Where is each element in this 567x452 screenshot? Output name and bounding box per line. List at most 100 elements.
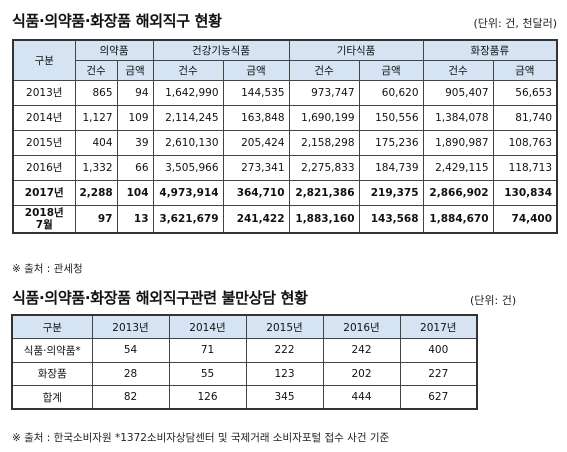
- row-label: 2018년 7월: [12, 204, 76, 234]
- cell: 202: [322, 361, 401, 386]
- cell: 1,127: [74, 104, 118, 131]
- sub-header: 금액: [116, 59, 154, 81]
- cell: 3,621,679: [152, 204, 224, 234]
- cell: 163,848: [222, 104, 290, 131]
- row-label: 합계: [11, 385, 93, 410]
- header-cell: 2013년: [91, 314, 170, 339]
- header-cell: 2014년: [168, 314, 247, 339]
- cell: 54: [91, 338, 170, 363]
- table-row: 2017년 2,288 104 4,973,914 364,710 2,821,…: [12, 179, 559, 206]
- cell: 2,158,298: [288, 129, 360, 156]
- row-label: 2017년: [12, 179, 76, 206]
- cell: 104: [116, 179, 154, 206]
- cell: 2,275,833: [288, 154, 360, 181]
- table-row: 2016년 1,332 66 3,505,966 273,341 2,275,8…: [12, 154, 559, 181]
- cell: 273,341: [222, 154, 290, 181]
- cell: 108,763: [492, 129, 559, 156]
- cell: 4,973,914: [152, 179, 224, 206]
- cell: 94: [116, 79, 154, 106]
- cell: 118,713: [492, 154, 559, 181]
- cell: 205,424: [222, 129, 290, 156]
- header-cell: 2015년: [245, 314, 324, 339]
- cell: 13: [116, 204, 154, 234]
- table-row: 2013년 865 94 1,642,990 144,535 973,747 6…: [12, 79, 559, 106]
- cell: 905,407: [422, 79, 494, 106]
- row-label-line1: 2018년: [24, 206, 64, 219]
- cell: 444: [322, 385, 401, 410]
- sub-header: 금액: [358, 59, 424, 81]
- cell: 973,747: [288, 79, 360, 106]
- sub-header: 금액: [222, 59, 290, 81]
- group-header: 화장품류: [422, 39, 559, 61]
- row-label: 식품·의약품*: [11, 338, 93, 363]
- cell: 55: [168, 361, 247, 386]
- cell: 364,710: [222, 179, 290, 206]
- cell: 109: [116, 104, 154, 131]
- group-header: 기타식품: [288, 39, 424, 61]
- import-status-table: 구분 의약품 건강기능식품 기타식품 화장품류 건수 금액 건수 금액 건수 금…: [12, 39, 559, 234]
- group-header: 의약품: [74, 39, 154, 61]
- cell: 130,834: [492, 179, 559, 206]
- cell: 222: [245, 338, 324, 363]
- header-cell: 구분: [11, 314, 93, 339]
- cell: 400: [399, 338, 478, 363]
- table2-source: ※ 출처 : 한국소비자원 *1372소비자상담센터 및 국제거래 소비자포털 …: [12, 432, 390, 444]
- cell: 184,739: [358, 154, 424, 181]
- cell: 2,610,130: [152, 129, 224, 156]
- cell: 865: [74, 79, 118, 106]
- cell: 97: [74, 204, 118, 234]
- header-cell: 2016년: [322, 314, 401, 339]
- table1-source: ※ 출처 : 관세청: [12, 263, 83, 275]
- cell: 66: [116, 154, 154, 181]
- sub-header: 건수: [152, 59, 224, 81]
- table2-title: 식품·의약품·화장품 해외직구관련 불만상담 현황: [12, 289, 308, 307]
- sub-header: 건수: [422, 59, 494, 81]
- table-row: 2018년 7월 97 13 3,621,679 241,422 1,883,16…: [12, 204, 559, 234]
- cell: 175,236: [358, 129, 424, 156]
- cell: 1,690,199: [288, 104, 360, 131]
- cell: 60,620: [358, 79, 424, 106]
- table-row: 식품·의약품* 54 71 222 242 400: [11, 338, 478, 363]
- cell: 71: [168, 338, 247, 363]
- cell: 56,653: [492, 79, 559, 106]
- table-row: 2014년 1,127 109 2,114,245 163,848 1,690,…: [12, 104, 559, 131]
- cell: 1,884,670: [422, 204, 494, 234]
- cell: 1,883,160: [288, 204, 360, 234]
- cell: 2,288: [74, 179, 118, 206]
- cell: 126: [168, 385, 247, 410]
- cell: 219,375: [358, 179, 424, 206]
- row-label-line2: 7월: [35, 218, 53, 231]
- sub-header: 건수: [74, 59, 118, 81]
- cell: 81,740: [492, 104, 559, 131]
- cell: 150,556: [358, 104, 424, 131]
- cell: 123: [245, 361, 324, 386]
- cell: 1,890,987: [422, 129, 494, 156]
- cell: 39: [116, 129, 154, 156]
- sub-header: 금액: [492, 59, 559, 81]
- complaint-status-table: 구분 2013년 2014년 2015년 2016년 2017년 식품·의약품*…: [11, 314, 478, 410]
- cell: 2,114,245: [152, 104, 224, 131]
- table-row: 합계 82 126 345 444 627: [11, 385, 478, 410]
- row-header-cell: 구분: [12, 39, 76, 81]
- cell: 143,568: [358, 204, 424, 234]
- table-row: 화장품 28 55 123 202 227: [11, 361, 478, 386]
- table-row: 2015년 404 39 2,610,130 205,424 2,158,298…: [12, 129, 559, 156]
- header-cell: 2017년: [399, 314, 478, 339]
- group-header: 건강기능식품: [152, 39, 290, 61]
- table1-title: 식품·의약품·화장품 해외직구 현황: [12, 12, 222, 30]
- cell: 1,332: [74, 154, 118, 181]
- row-label: 2013년: [12, 79, 76, 106]
- cell: 1,384,078: [422, 104, 494, 131]
- cell: 227: [399, 361, 478, 386]
- cell: 74,400: [492, 204, 559, 234]
- row-label: 2014년: [12, 104, 76, 131]
- cell: 242: [322, 338, 401, 363]
- cell: 144,535: [222, 79, 290, 106]
- cell: 28: [91, 361, 170, 386]
- row-label: 2015년: [12, 129, 76, 156]
- cell: 627: [399, 385, 478, 410]
- cell: 404: [74, 129, 118, 156]
- cell: 241,422: [222, 204, 290, 234]
- cell: 345: [245, 385, 324, 410]
- cell: 2,866,902: [422, 179, 494, 206]
